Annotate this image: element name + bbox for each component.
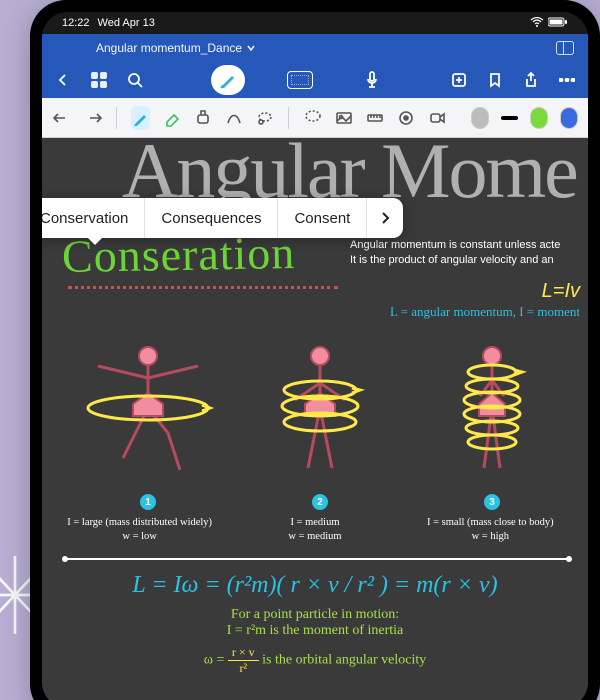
fraction: r × v r²: [228, 645, 259, 676]
dancer-caption: I = small (mass close to body) w = high: [405, 516, 575, 543]
autocomplete-popup: Conservation Consequences Consent: [42, 198, 403, 238]
dancer-badge: 2: [312, 494, 328, 510]
chevron-down-icon: [246, 43, 256, 53]
caption-row: I = large (mass distributed widely) w = …: [52, 516, 578, 543]
shape-tool[interactable]: [224, 106, 243, 130]
doc-title-label: Angular momentum_Dance: [96, 41, 242, 55]
dancer-figure: 1: [68, 338, 228, 508]
dancer-caption: I = large (mass distributed widely) w = …: [55, 516, 225, 543]
body-line: Angular momentum is constant unless acte: [350, 238, 580, 253]
dancer-figure: 3: [412, 338, 572, 508]
record-tool[interactable]: [428, 106, 447, 130]
dancer-caption: I = medium w = medium: [230, 516, 400, 543]
redo-button[interactable]: [83, 106, 102, 130]
share-button[interactable]: [520, 69, 542, 91]
status-date: Wed Apr 13: [98, 17, 155, 29]
wifi-icon: [530, 17, 544, 30]
autocomplete-option[interactable]: Consent: [278, 198, 367, 238]
add-button[interactable]: [448, 69, 470, 91]
dancer-badge: 3: [484, 494, 500, 510]
autocomplete-option[interactable]: Conservation: [42, 198, 145, 238]
pen-tool[interactable]: [131, 106, 150, 130]
toolbar: [42, 98, 588, 138]
ipad-frame: 12:22 Wed Apr 13 Angular momentum_Dance: [30, 0, 600, 700]
green-text: For a point particle in motion: I = r²m …: [42, 607, 588, 639]
titlebar: Angular momentum_Dance: [42, 34, 588, 62]
toolbar-divider: [116, 107, 117, 129]
title-underline: [68, 286, 338, 289]
formula-sub: L = angular momentum, I = moment: [390, 304, 580, 320]
screen: 12:22 Wed Apr 13 Angular momentum_Dance: [42, 12, 588, 700]
stroke-preview[interactable]: [501, 116, 519, 120]
dancer-badge: 1: [140, 494, 156, 510]
color-swatch-blue[interactable]: [560, 107, 578, 129]
body-text: Angular momentum is constant unless acte…: [350, 238, 580, 269]
doc-title-dropdown[interactable]: Angular momentum_Dance: [96, 41, 256, 55]
canvas[interactable]: Angular Mome Conservation Consequences C…: [42, 138, 588, 700]
status-time: 12:22: [62, 17, 90, 29]
color-swatch-green[interactable]: [530, 107, 548, 129]
body-line: It is the product of angular velocity an…: [350, 253, 580, 268]
keyboard-icon[interactable]: [287, 71, 313, 89]
undo-button[interactable]: [52, 106, 71, 130]
formula-top: L=Iv: [542, 280, 580, 303]
autocomplete-more[interactable]: [367, 198, 403, 238]
formula-top-text: L=Iv: [542, 280, 580, 302]
autocomplete-option[interactable]: Consequences: [145, 198, 278, 238]
main-formula: L = Iω = (r²m)( r × v / r² ) = m(r × v): [42, 572, 588, 599]
back-button[interactable]: [52, 69, 74, 91]
pointer-tool[interactable]: [397, 106, 416, 130]
bottom-formulas: L = Iω = (r²m)( r × v / r² ) = m(r × v) …: [42, 572, 588, 676]
search-button[interactable]: [124, 69, 146, 91]
mic-button[interactable]: [361, 69, 383, 91]
lasso-tool[interactable]: [255, 106, 274, 130]
split-view-icon[interactable]: [556, 41, 574, 55]
battery-icon: [548, 17, 568, 30]
dancer-figure: 2: [240, 338, 400, 508]
omega-line: ω = r × v r² is the orbital angular velo…: [42, 645, 588, 676]
pen-mode-button[interactable]: [211, 65, 245, 95]
color-swatch-gray[interactable]: [471, 107, 489, 129]
dancers-row: 1: [62, 338, 578, 508]
more-button[interactable]: [556, 69, 578, 91]
thumbnails-button[interactable]: [88, 69, 110, 91]
highlighter-tool[interactable]: [193, 106, 212, 130]
text-tool[interactable]: [303, 106, 322, 130]
image-tool[interactable]: [334, 106, 353, 130]
ruler-tool[interactable]: [365, 106, 384, 130]
horizontal-divider: [64, 558, 570, 560]
toolbar-divider: [288, 107, 289, 129]
statusbar: 12:22 Wed Apr 13: [42, 12, 588, 34]
eraser-tool[interactable]: [162, 106, 181, 130]
navbar: [42, 62, 588, 98]
bookmark-button[interactable]: [484, 69, 506, 91]
